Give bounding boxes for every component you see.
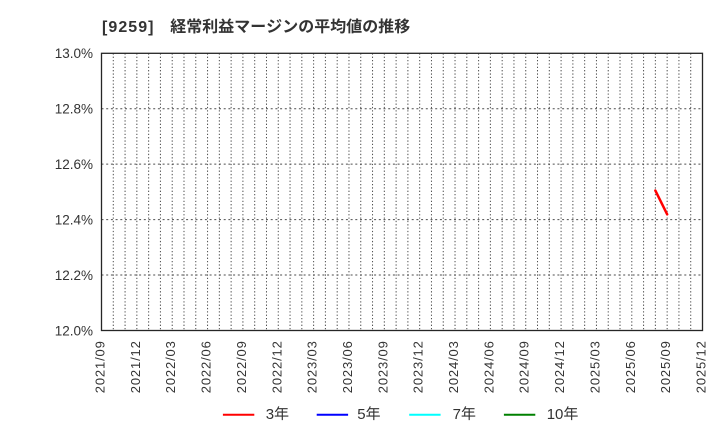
svg-text:2023/09: 2023/09 (375, 340, 390, 393)
svg-text:2025/03: 2025/03 (587, 340, 602, 393)
svg-text:[9259]: [9259] (102, 19, 155, 36)
svg-text:12.6%: 12.6% (55, 157, 93, 172)
svg-text:2023/12: 2023/12 (411, 340, 426, 393)
svg-text:2025/09: 2025/09 (658, 340, 673, 393)
svg-text:2022/03: 2022/03 (163, 340, 178, 393)
svg-text:2024/09: 2024/09 (517, 340, 532, 393)
svg-text:2023/06: 2023/06 (340, 340, 355, 393)
svg-text:2022/12: 2022/12 (269, 340, 284, 393)
svg-text:12.0%: 12.0% (55, 323, 93, 338)
svg-text:2024/12: 2024/12 (552, 340, 567, 393)
svg-text:2025/06: 2025/06 (623, 340, 638, 393)
svg-text:12.2%: 12.2% (55, 268, 93, 283)
svg-text:2022/06: 2022/06 (199, 340, 214, 393)
svg-text:2021/09: 2021/09 (93, 340, 108, 393)
svg-text:2024/03: 2024/03 (446, 340, 461, 393)
svg-text:3: 3 (266, 406, 274, 423)
svg-text:2024/06: 2024/06 (481, 340, 496, 393)
svg-text:10: 10 (547, 406, 564, 423)
svg-text:5: 5 (357, 406, 365, 423)
svg-text:2025/12: 2025/12 (694, 340, 709, 393)
svg-text:2021/12: 2021/12 (128, 340, 143, 393)
svg-text:12.4%: 12.4% (55, 212, 93, 227)
svg-text:2023/03: 2023/03 (305, 340, 320, 393)
svg-text:7: 7 (453, 406, 461, 423)
svg-text:2022/09: 2022/09 (234, 340, 249, 393)
svg-text:12.8%: 12.8% (55, 102, 93, 117)
svg-text:13.0%: 13.0% (55, 46, 93, 61)
